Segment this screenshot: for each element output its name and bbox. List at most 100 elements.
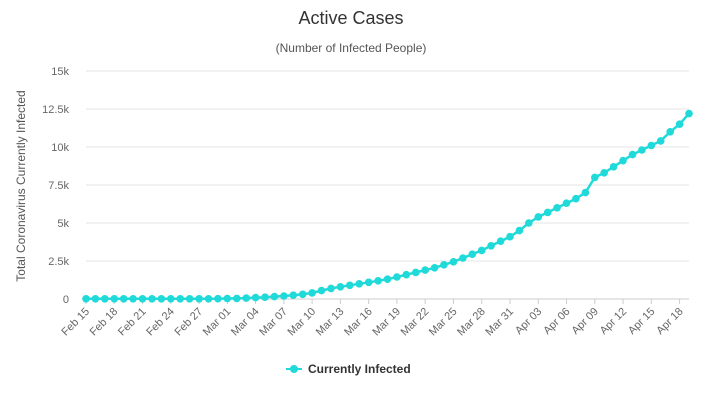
data-point[interactable]: [318, 287, 326, 295]
data-point[interactable]: [478, 247, 486, 255]
data-point[interactable]: [111, 295, 119, 303]
data-point[interactable]: [403, 271, 411, 279]
data-point[interactable]: [450, 258, 458, 266]
y-tick-label: 0: [63, 294, 69, 306]
x-tick-label: Feb 15: [59, 306, 92, 339]
data-point[interactable]: [506, 233, 514, 241]
data-point[interactable]: [591, 174, 599, 182]
x-tick-label: Mar 25: [427, 306, 460, 339]
data-point[interactable]: [516, 227, 524, 235]
data-point[interactable]: [412, 269, 420, 277]
data-point[interactable]: [280, 292, 288, 300]
data-point[interactable]: [186, 295, 194, 303]
y-tick-label: 7.5k: [48, 180, 69, 192]
data-point[interactable]: [82, 295, 90, 303]
data-point[interactable]: [233, 295, 241, 303]
data-point[interactable]: [600, 169, 608, 177]
chart-subtitle: (Number of Infected People): [276, 41, 427, 55]
data-point[interactable]: [308, 289, 316, 297]
data-point[interactable]: [224, 295, 232, 303]
x-tick-label: Apr 09: [569, 306, 600, 337]
data-point[interactable]: [676, 120, 684, 128]
x-tick-label: Mar 01: [201, 306, 234, 339]
x-tick-label: Feb 18: [88, 306, 121, 339]
legend[interactable]: Currently Infected: [286, 362, 411, 376]
x-tick-label: Feb 24: [144, 306, 177, 339]
y-axis: 0 2.5k 5k 7.5k 10k 12.5k 15k: [42, 66, 69, 306]
data-point[interactable]: [629, 151, 637, 159]
data-point[interactable]: [167, 295, 175, 303]
data-point[interactable]: [431, 264, 439, 272]
data-point[interactable]: [139, 295, 147, 303]
data-point[interactable]: [337, 283, 345, 291]
data-point[interactable]: [346, 282, 354, 290]
data-point[interactable]: [421, 266, 429, 274]
data-point[interactable]: [553, 204, 561, 212]
data-point[interactable]: [648, 142, 656, 150]
data-point[interactable]: [129, 295, 137, 303]
data-point[interactable]: [242, 294, 250, 302]
y-tick-label: 15k: [51, 66, 69, 78]
x-tick-label: Mar 31: [483, 306, 516, 339]
data-point[interactable]: [176, 295, 184, 303]
x-tick-label: Mar 28: [455, 306, 488, 339]
chart-title: Active Cases: [298, 8, 403, 28]
data-point[interactable]: [374, 277, 382, 285]
data-point[interactable]: [544, 209, 552, 217]
data-point[interactable]: [535, 213, 543, 221]
x-tick-label: Apr 18: [654, 306, 685, 337]
data-point[interactable]: [666, 128, 674, 136]
x-tick-label: Apr 15: [626, 306, 657, 337]
x-tick-label: Apr 06: [541, 306, 572, 337]
data-point[interactable]: [365, 279, 373, 287]
data-point[interactable]: [459, 254, 467, 262]
data-point[interactable]: [205, 295, 213, 303]
data-point[interactable]: [290, 291, 298, 299]
y-tick-label: 5k: [57, 218, 69, 230]
data-point[interactable]: [355, 280, 363, 288]
data-point[interactable]: [195, 295, 203, 303]
data-point[interactable]: [469, 250, 477, 258]
data-point[interactable]: [440, 261, 448, 269]
x-tick-label: Apr 03: [513, 306, 544, 337]
data-point[interactable]: [327, 285, 335, 293]
data-point[interactable]: [261, 293, 269, 301]
data-point[interactable]: [582, 189, 590, 197]
y-tick-label: 12.5k: [42, 104, 69, 116]
x-tick-label: Mar 19: [370, 306, 403, 339]
data-point[interactable]: [384, 275, 392, 283]
data-point[interactable]: [148, 295, 156, 303]
x-tick-label: Feb 27: [172, 306, 205, 339]
x-tick-label: Apr 12: [598, 306, 629, 337]
data-point[interactable]: [657, 137, 665, 145]
data-point[interactable]: [619, 157, 627, 165]
legend-label: Currently Infected: [308, 362, 411, 376]
data-point[interactable]: [299, 291, 307, 299]
data-point[interactable]: [685, 110, 693, 118]
data-point[interactable]: [572, 195, 580, 203]
y-tick-label: 2.5k: [48, 256, 69, 268]
x-tick-label: Mar 16: [342, 306, 375, 339]
data-point[interactable]: [563, 199, 571, 207]
data-point[interactable]: [271, 293, 279, 301]
data-point[interactable]: [487, 242, 495, 250]
x-tick-label: Mar 04: [229, 306, 262, 339]
x-tick-label: Mar 07: [257, 306, 290, 339]
data-point[interactable]: [497, 237, 505, 245]
data-point[interactable]: [610, 163, 618, 171]
data-point[interactable]: [92, 295, 100, 303]
data-point[interactable]: [120, 295, 128, 303]
y-axis-title: Total Coronavirus Currently Infected: [14, 90, 28, 281]
data-point[interactable]: [101, 295, 109, 303]
data-point[interactable]: [252, 294, 260, 302]
data-point[interactable]: [638, 146, 646, 154]
series-line-0: [86, 114, 689, 299]
data-point[interactable]: [214, 295, 222, 303]
data-point[interactable]: [158, 295, 166, 303]
plot-area: [82, 110, 693, 303]
data-point[interactable]: [525, 219, 533, 227]
data-point[interactable]: [393, 273, 401, 281]
x-tick-label: Mar 22: [399, 306, 432, 339]
